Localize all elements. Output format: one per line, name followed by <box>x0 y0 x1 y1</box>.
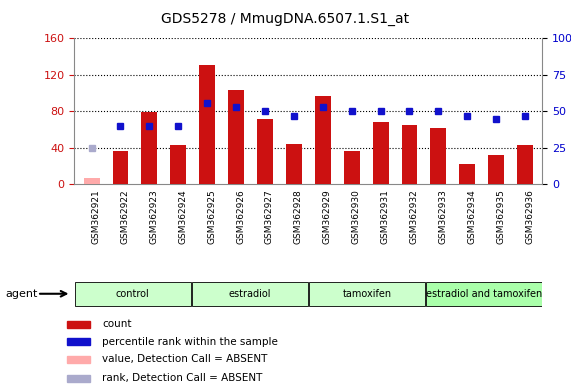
Text: GSM362935: GSM362935 <box>496 189 505 244</box>
Text: percentile rank within the sample: percentile rank within the sample <box>102 337 278 347</box>
FancyBboxPatch shape <box>75 282 191 306</box>
Text: GSM362926: GSM362926 <box>236 189 245 244</box>
Bar <box>170 145 186 184</box>
Text: agent: agent <box>6 289 38 299</box>
Bar <box>488 155 504 184</box>
Bar <box>431 128 447 184</box>
Bar <box>112 152 128 184</box>
Bar <box>315 96 331 184</box>
Text: GSM362932: GSM362932 <box>409 189 419 244</box>
Bar <box>67 356 90 363</box>
Text: GSM362934: GSM362934 <box>467 189 476 244</box>
FancyBboxPatch shape <box>192 282 308 306</box>
Bar <box>344 152 360 184</box>
Text: estradiol and tamoxifen: estradiol and tamoxifen <box>426 289 542 299</box>
Text: GSM362928: GSM362928 <box>294 189 303 244</box>
Text: tamoxifen: tamoxifen <box>342 289 392 299</box>
Bar <box>228 90 244 184</box>
Bar <box>373 122 388 184</box>
Bar <box>67 338 90 345</box>
Text: GSM362921: GSM362921 <box>91 189 100 244</box>
Bar <box>83 178 99 184</box>
Bar <box>286 144 302 184</box>
Text: GSM362936: GSM362936 <box>525 189 534 244</box>
Bar <box>459 164 475 184</box>
Bar <box>257 119 273 184</box>
Text: GSM362929: GSM362929 <box>323 189 332 244</box>
Text: control: control <box>116 289 150 299</box>
Bar <box>401 125 417 184</box>
Text: estradiol: estradiol <box>228 289 271 299</box>
Text: count: count <box>102 319 132 329</box>
FancyBboxPatch shape <box>426 282 542 306</box>
Bar <box>67 321 90 328</box>
Text: GSM362930: GSM362930 <box>352 189 361 244</box>
FancyBboxPatch shape <box>309 282 425 306</box>
Bar <box>199 65 215 184</box>
Text: GSM362922: GSM362922 <box>120 189 130 243</box>
Text: rank, Detection Call = ABSENT: rank, Detection Call = ABSENT <box>102 373 263 383</box>
Bar <box>142 112 158 184</box>
Text: GSM362931: GSM362931 <box>381 189 389 244</box>
Text: GSM362927: GSM362927 <box>265 189 274 244</box>
Bar <box>517 145 533 184</box>
Bar <box>67 374 90 382</box>
Text: GSM362925: GSM362925 <box>207 189 216 244</box>
Text: value, Detection Call = ABSENT: value, Detection Call = ABSENT <box>102 354 268 364</box>
Text: GSM362924: GSM362924 <box>178 189 187 243</box>
Text: GDS5278 / MmugDNA.6507.1.S1_at: GDS5278 / MmugDNA.6507.1.S1_at <box>162 12 409 25</box>
Text: GSM362923: GSM362923 <box>150 189 158 244</box>
Text: GSM362933: GSM362933 <box>439 189 448 244</box>
